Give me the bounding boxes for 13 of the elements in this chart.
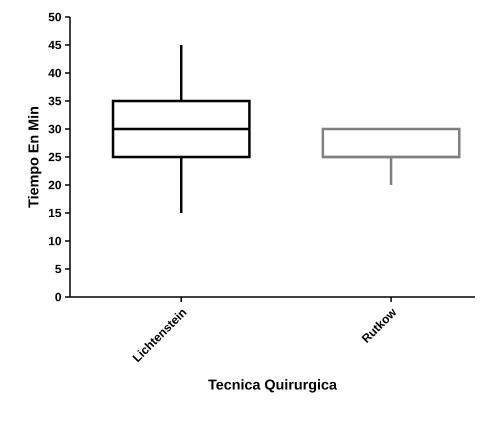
y-tick-label: 50 <box>48 12 62 22</box>
y-tick-label: 20 <box>48 180 62 190</box>
y-tick-label: 0 <box>55 292 62 302</box>
y-axis-title: Tiempo En Min <box>28 107 42 208</box>
y-tick-label: 15 <box>48 208 62 218</box>
y-tick-label: 35 <box>48 96 62 106</box>
y-tick-label: 25 <box>48 152 62 162</box>
y-tick-label: 30 <box>48 124 62 134</box>
y-tick-label: 45 <box>48 40 62 50</box>
y-tick-label: 40 <box>48 68 62 78</box>
y-tick-label: 10 <box>48 236 62 246</box>
y-tick-label: 5 <box>55 264 62 274</box>
x-axis-title: Tecnica Quirurgica <box>208 379 338 393</box>
